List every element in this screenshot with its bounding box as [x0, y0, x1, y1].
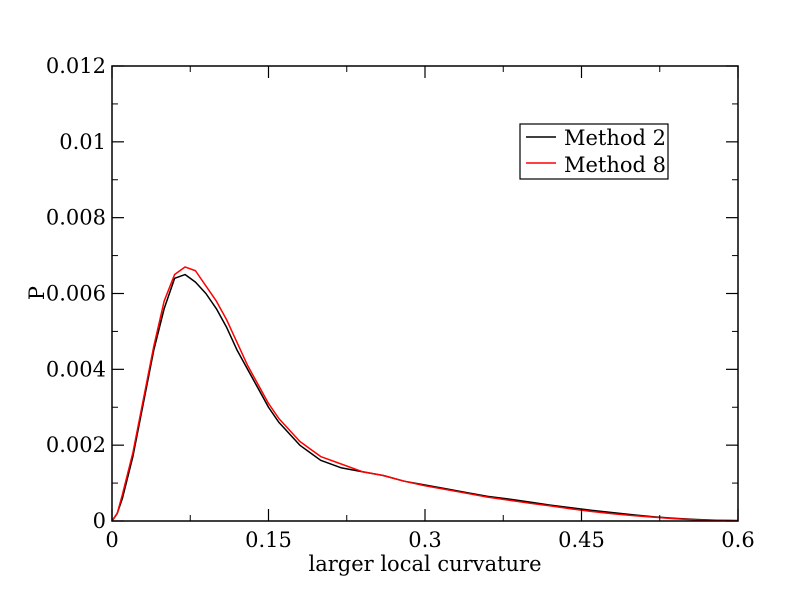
y-tick-label: 0.006 [46, 282, 106, 306]
legend-label-method-8: Method 8 [564, 153, 666, 177]
y-axis-label: P [25, 286, 49, 300]
x-tick-label: 0.45 [558, 528, 605, 552]
series-layer [111, 266, 739, 522]
x-tick-label: 0.15 [245, 528, 292, 552]
y-tick-label: 0 [93, 509, 106, 533]
x-axis-label: larger local curvature [308, 552, 541, 576]
tick-labels-layer: 0 0.15 0.3 0.45 0.6 0 0.002 0.004 0.006 0.008 0.01… [46, 54, 755, 552]
series-line-method-8 [111, 266, 739, 522]
x-tick-label: 0.3 [408, 528, 441, 552]
y-tick-label: 0.002 [46, 433, 106, 457]
y-tick-label: 0.008 [46, 206, 106, 230]
legend-label-method-2: Method 2 [564, 126, 666, 150]
series-line-method-2 [111, 273, 739, 522]
y-tick-label: 0.004 [46, 357, 106, 381]
legend-box [519, 123, 669, 180]
y-tick-label: 0.01 [59, 130, 106, 154]
x-tick-label: 0.6 [721, 528, 754, 552]
legend: Method 2 Method 8 [519, 123, 669, 180]
x-tick-label: 0 [105, 528, 118, 552]
plot-frame [111, 65, 739, 522]
y-tick-label: 0.012 [46, 54, 106, 78]
